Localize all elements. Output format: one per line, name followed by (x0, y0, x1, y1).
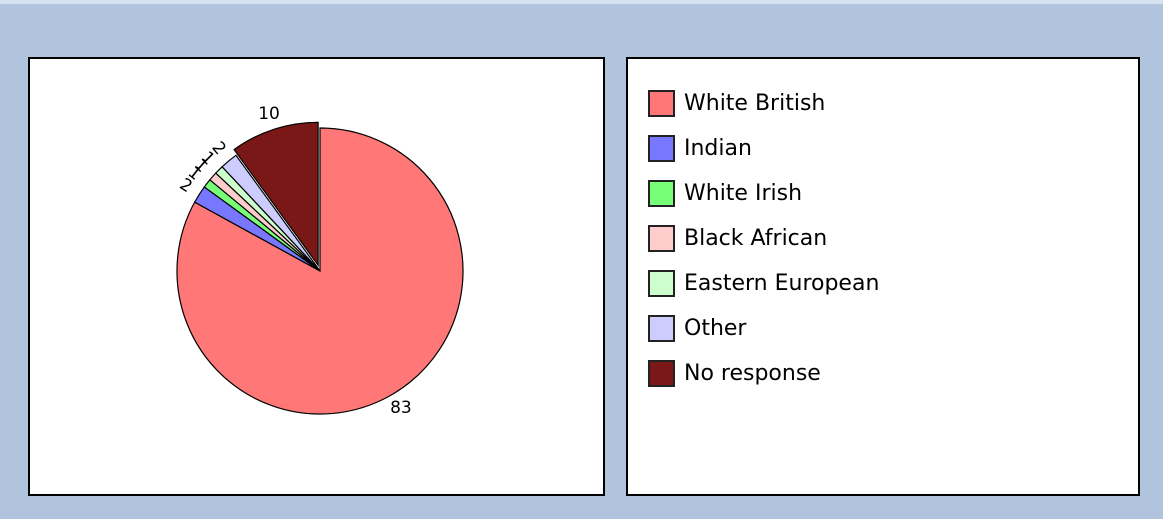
pie-slice (233, 121, 319, 268)
legend-swatch (648, 225, 675, 252)
legend-swatch (648, 135, 675, 162)
legend-swatch (648, 315, 675, 342)
legend-item: Black African (648, 216, 879, 261)
legend-label: White Irish (684, 181, 803, 206)
legend-swatch (648, 360, 675, 387)
legend-swatch (648, 90, 675, 117)
pie-value-label: 10 (258, 104, 280, 124)
legend-swatch (648, 180, 675, 207)
legend-item: White Irish (648, 171, 879, 216)
legend-label: White British (684, 91, 826, 116)
legend-label: No response (684, 361, 821, 386)
legend-item: No response (648, 351, 879, 396)
window-top-edge (0, 0, 1163, 4)
legend-label: Other (684, 316, 747, 341)
pie-value-label: 83 (390, 398, 412, 418)
legend: White British Indian White Irish Black Afri… (648, 81, 879, 396)
legend-swatch (648, 270, 675, 297)
legend-item: Other (648, 306, 879, 351)
pie-chart-panel: 83 2 1 1 1 2 10 (28, 57, 605, 496)
legend-label: Indian (684, 136, 752, 161)
legend-label: Eastern European (684, 271, 880, 296)
legend-label: Black African (684, 226, 828, 251)
legend-item: Eastern European (648, 261, 879, 306)
legend-item: White British (648, 81, 879, 126)
legend-panel: White British Indian White Irish Black Afri… (626, 57, 1140, 496)
legend-item: Indian (648, 126, 879, 171)
pie-slice (221, 154, 321, 272)
